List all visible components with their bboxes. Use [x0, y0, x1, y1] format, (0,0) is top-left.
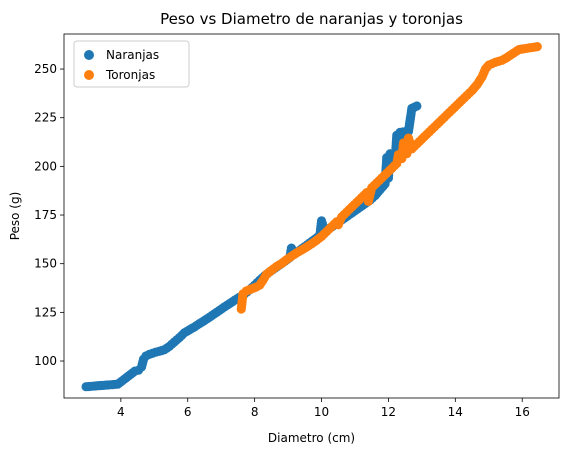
legend-label-naranjas: Naranjas: [106, 48, 159, 62]
plot-area-frame: [63, 33, 560, 399]
x-tick-label: 6: [184, 405, 192, 419]
scatter-point: [412, 101, 422, 111]
y-tick-label: 250: [34, 62, 57, 76]
chart-title: Peso vs Diametro de naranjas y toronjas: [160, 10, 463, 28]
y-tick-label: 150: [34, 257, 57, 271]
y-tick-label: 125: [34, 305, 57, 319]
legend-marker-toronjas: [84, 70, 94, 80]
x-tick-label: 4: [117, 405, 125, 419]
series-naranjas: [81, 101, 422, 392]
series-toronjas: [236, 42, 542, 314]
x-axis-label: Diametro (cm): [268, 431, 355, 445]
y-axis-ticks: 100 125 150 175 200 225 250: [34, 62, 64, 368]
legend-box: [73, 40, 190, 88]
y-tick-label: 175: [34, 208, 57, 222]
x-tick-label: 10: [314, 405, 329, 419]
scatter-point: [532, 42, 542, 52]
y-tick-label: 100: [34, 354, 57, 368]
x-tick-label: 12: [381, 405, 396, 419]
legend-marker-naranjas: [84, 50, 94, 60]
points-layer: [81, 42, 542, 392]
y-tick-label: 200: [34, 159, 57, 173]
legend-label-toronjas: Toronjas: [105, 68, 155, 82]
x-tick-label: 14: [448, 405, 463, 419]
x-tick-label: 16: [515, 405, 530, 419]
y-axis-label: Peso (g): [8, 192, 22, 241]
x-axis-ticks: 4 6 8 10 12 14 16: [117, 398, 530, 419]
x-tick-label: 8: [251, 405, 259, 419]
y-tick-label: 225: [34, 111, 57, 125]
legend: Naranjas Toronjas: [73, 40, 190, 88]
